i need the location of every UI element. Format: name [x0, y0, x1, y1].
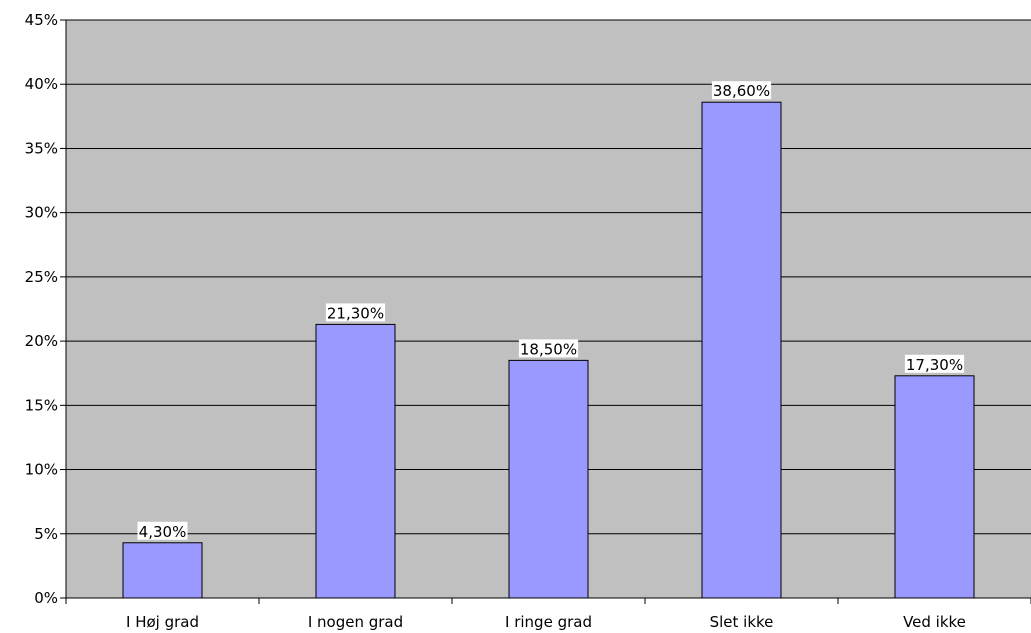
y-tick-label: 20%: [25, 332, 58, 350]
y-axis-tick-labels: 0% 5% 10% 15% 20% 25% 30% 35% 40% 45%: [25, 11, 58, 607]
axes: [60, 19, 1031, 604]
y-tick-label: 0%: [34, 589, 58, 607]
x-tick-label: Ved ikke: [903, 613, 966, 631]
x-tick-label: I Høj grad: [126, 613, 199, 631]
data-label: 18,50%: [520, 340, 577, 358]
data-label: 38,60%: [713, 82, 770, 100]
x-tick-label: I ringe grad: [505, 613, 592, 631]
data-label: 17,30%: [906, 356, 963, 374]
data-labels: 4,30% 21,30% 18,50% 38,60% 17,30%: [137, 81, 965, 541]
y-tick-label: 30%: [25, 204, 58, 222]
y-tick-label: 45%: [25, 11, 58, 29]
bar: [315, 323, 396, 599]
bar: [701, 101, 782, 599]
data-label-background: [518, 339, 579, 358]
data-label-background: [904, 354, 965, 373]
data-label-background: [711, 81, 772, 100]
y-tick-label: 40%: [25, 75, 58, 93]
bar: [508, 359, 589, 599]
bar: [122, 542, 203, 599]
y-tick-label: 15%: [25, 396, 58, 414]
bars: [122, 101, 975, 599]
y-tick-label: 10%: [25, 461, 58, 479]
x-axis-tick-labels: I Høj grad I nogen grad I ringe grad Slet i…: [126, 613, 966, 631]
x-tick-label: I nogen grad: [308, 613, 403, 631]
x-tick-label: Slet ikke: [710, 613, 774, 631]
data-label-background: [137, 521, 188, 540]
y-tick-label: 5%: [34, 525, 58, 543]
data-label-background: [325, 303, 386, 322]
data-label: 4,30%: [139, 523, 187, 541]
data-label: 21,30%: [327, 304, 384, 322]
y-tick-label: 35%: [25, 139, 58, 157]
y-tick-label: 25%: [25, 268, 58, 286]
bar: [894, 375, 975, 599]
